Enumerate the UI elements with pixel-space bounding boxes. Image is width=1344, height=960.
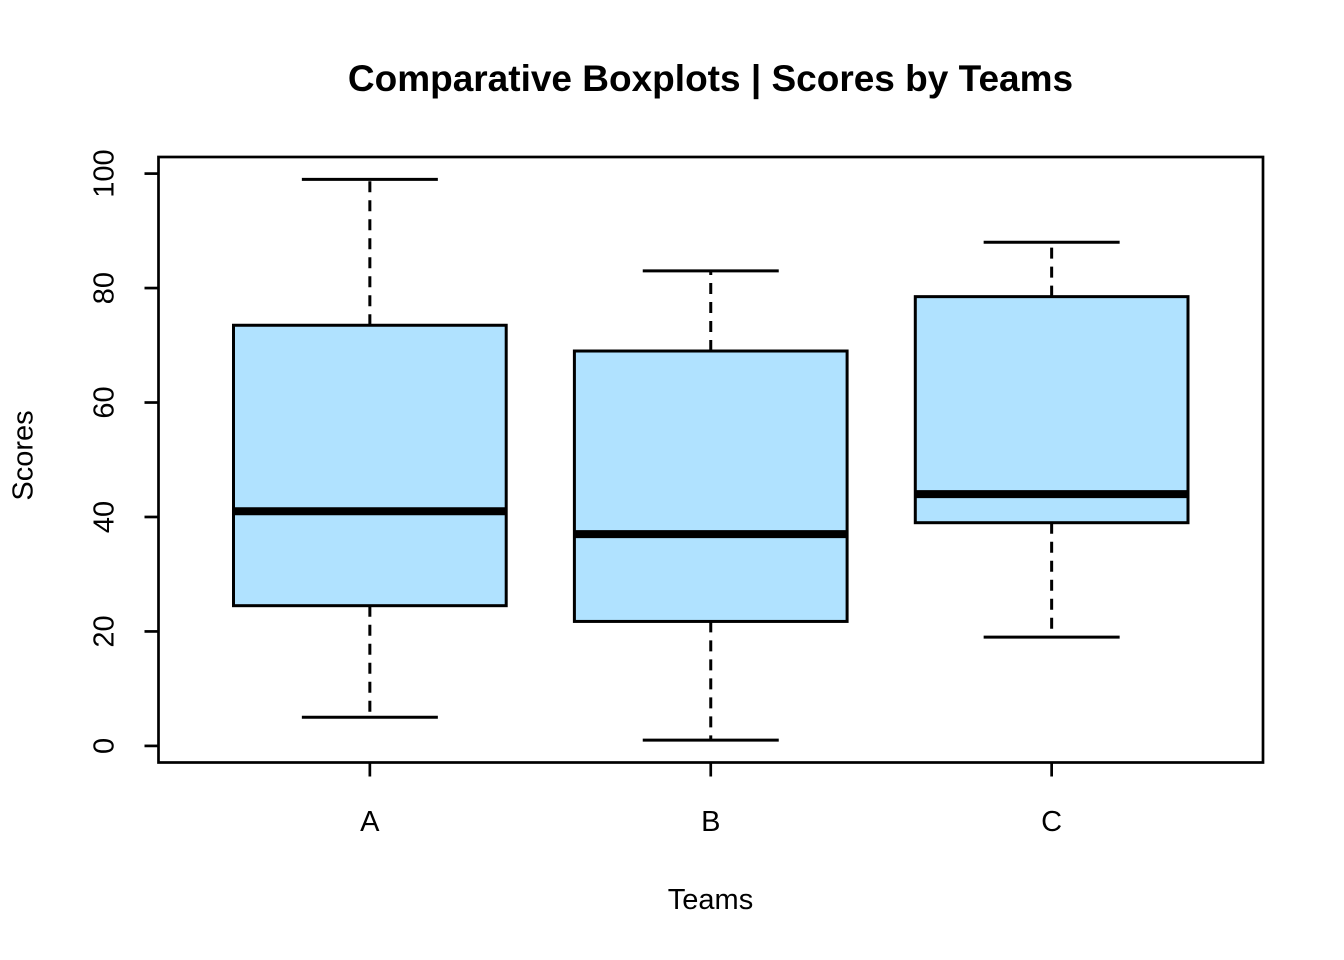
- y-tick-label: 80: [89, 272, 121, 304]
- y-tick-label: 100: [89, 149, 121, 197]
- x-tick-label: B: [701, 806, 720, 838]
- y-tick-label: 20: [89, 615, 121, 647]
- iqr-box-a: [232, 323, 508, 608]
- iqr-box-c: [913, 295, 1190, 525]
- y-tick-label: 40: [89, 501, 121, 533]
- x-tick-label: A: [360, 806, 380, 838]
- y-tick-label: 0: [89, 738, 121, 754]
- y-axis-label: Scores: [7, 410, 40, 501]
- x-tick-label: C: [1041, 806, 1062, 838]
- chart-title: Comparative Boxplots | Scores by Teams: [347, 58, 1074, 99]
- x-axis-label: Teams: [667, 884, 754, 916]
- y-tick-label: 60: [89, 386, 121, 418]
- iqr-box-b: [572, 349, 849, 623]
